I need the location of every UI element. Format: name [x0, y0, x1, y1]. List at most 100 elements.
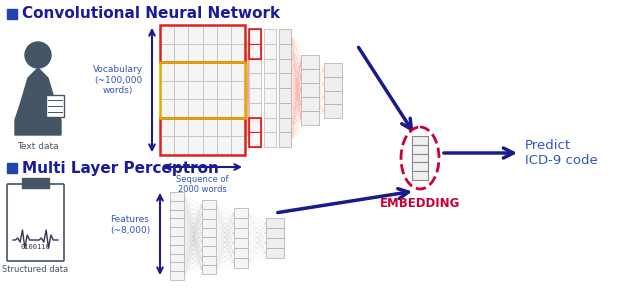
Bar [234, 208, 248, 218]
Bar [264, 59, 276, 73]
Bar [188, 118, 202, 136]
Bar [264, 73, 276, 88]
Bar [202, 256, 216, 265]
Bar [160, 44, 174, 62]
Bar [264, 44, 276, 59]
Bar [202, 81, 217, 99]
Bar [202, 118, 217, 136]
Bar [249, 73, 261, 88]
Bar [160, 62, 245, 118]
Bar [217, 99, 231, 118]
Bar [249, 118, 261, 147]
Bar [249, 88, 261, 103]
Bar [170, 218, 184, 227]
Bar [249, 29, 261, 44]
Bar [279, 118, 291, 132]
Bar [202, 200, 216, 209]
Bar [324, 91, 342, 104]
Bar [249, 118, 261, 132]
Bar [174, 81, 188, 99]
Text: EMBEDDING: EMBEDDING [380, 197, 460, 210]
Bar [160, 62, 174, 81]
Text: Predict
ICD-9 code: Predict ICD-9 code [525, 139, 598, 167]
Text: Text data: Text data [17, 142, 59, 151]
Bar [188, 44, 202, 62]
Bar [202, 25, 217, 44]
Bar [231, 81, 245, 99]
Bar [234, 238, 248, 248]
Bar [174, 136, 188, 155]
Bar [249, 44, 261, 59]
Bar [217, 136, 231, 155]
Bar [264, 132, 276, 147]
Bar [160, 25, 174, 44]
Bar [279, 132, 291, 147]
Bar [324, 104, 342, 118]
Bar [202, 246, 216, 256]
Bar [231, 44, 245, 62]
Bar [170, 192, 184, 201]
Bar [160, 118, 245, 155]
Bar [234, 258, 248, 268]
Bar [231, 99, 245, 118]
Bar [266, 228, 284, 238]
Bar [202, 265, 216, 274]
Text: Vocabulary
(~100,000
words): Vocabulary (~100,000 words) [93, 65, 143, 95]
Text: Convolutional Neural Network: Convolutional Neural Network [22, 7, 280, 22]
Bar [266, 238, 284, 248]
Bar [231, 118, 245, 136]
Bar [279, 44, 291, 59]
Bar [249, 118, 261, 132]
Bar [264, 103, 276, 118]
Bar [249, 132, 261, 147]
Bar [412, 171, 428, 180]
Bar [234, 248, 248, 258]
Bar [249, 59, 261, 73]
Bar [249, 132, 261, 147]
Polygon shape [15, 68, 61, 135]
Text: 0100110: 0100110 [20, 244, 51, 250]
Bar [279, 29, 291, 44]
Bar [231, 136, 245, 155]
Text: Structured data: Structured data [3, 265, 68, 274]
Bar [170, 271, 184, 280]
Bar [170, 263, 184, 271]
Bar [202, 99, 217, 118]
Bar [170, 227, 184, 236]
Bar [301, 97, 319, 111]
Bar [160, 81, 174, 99]
Bar [324, 63, 342, 77]
Bar [22, 178, 49, 188]
Bar [231, 62, 245, 81]
Bar [174, 99, 188, 118]
Bar [324, 77, 342, 91]
Bar [301, 111, 319, 125]
Bar [202, 219, 216, 228]
Bar [188, 81, 202, 99]
Bar [202, 62, 217, 81]
Bar [412, 145, 428, 154]
Bar [170, 236, 184, 245]
Bar [231, 25, 245, 44]
Bar [264, 88, 276, 103]
Bar [46, 95, 64, 117]
Bar [217, 25, 231, 44]
Bar [160, 99, 174, 118]
Bar [301, 69, 319, 83]
Bar [170, 254, 184, 263]
Text: Features
(~8,000): Features (~8,000) [110, 215, 150, 235]
Bar [264, 118, 276, 132]
Bar [301, 83, 319, 97]
Bar [412, 162, 428, 171]
Bar [170, 245, 184, 254]
Bar [279, 59, 291, 73]
Bar [217, 62, 231, 81]
Bar [160, 25, 245, 62]
Bar [174, 118, 188, 136]
Text: Multi Layer Perceptron: Multi Layer Perceptron [22, 161, 219, 176]
Bar [249, 29, 261, 59]
Bar [174, 62, 188, 81]
Bar [266, 218, 284, 228]
Bar [249, 44, 261, 59]
Bar [202, 228, 216, 237]
